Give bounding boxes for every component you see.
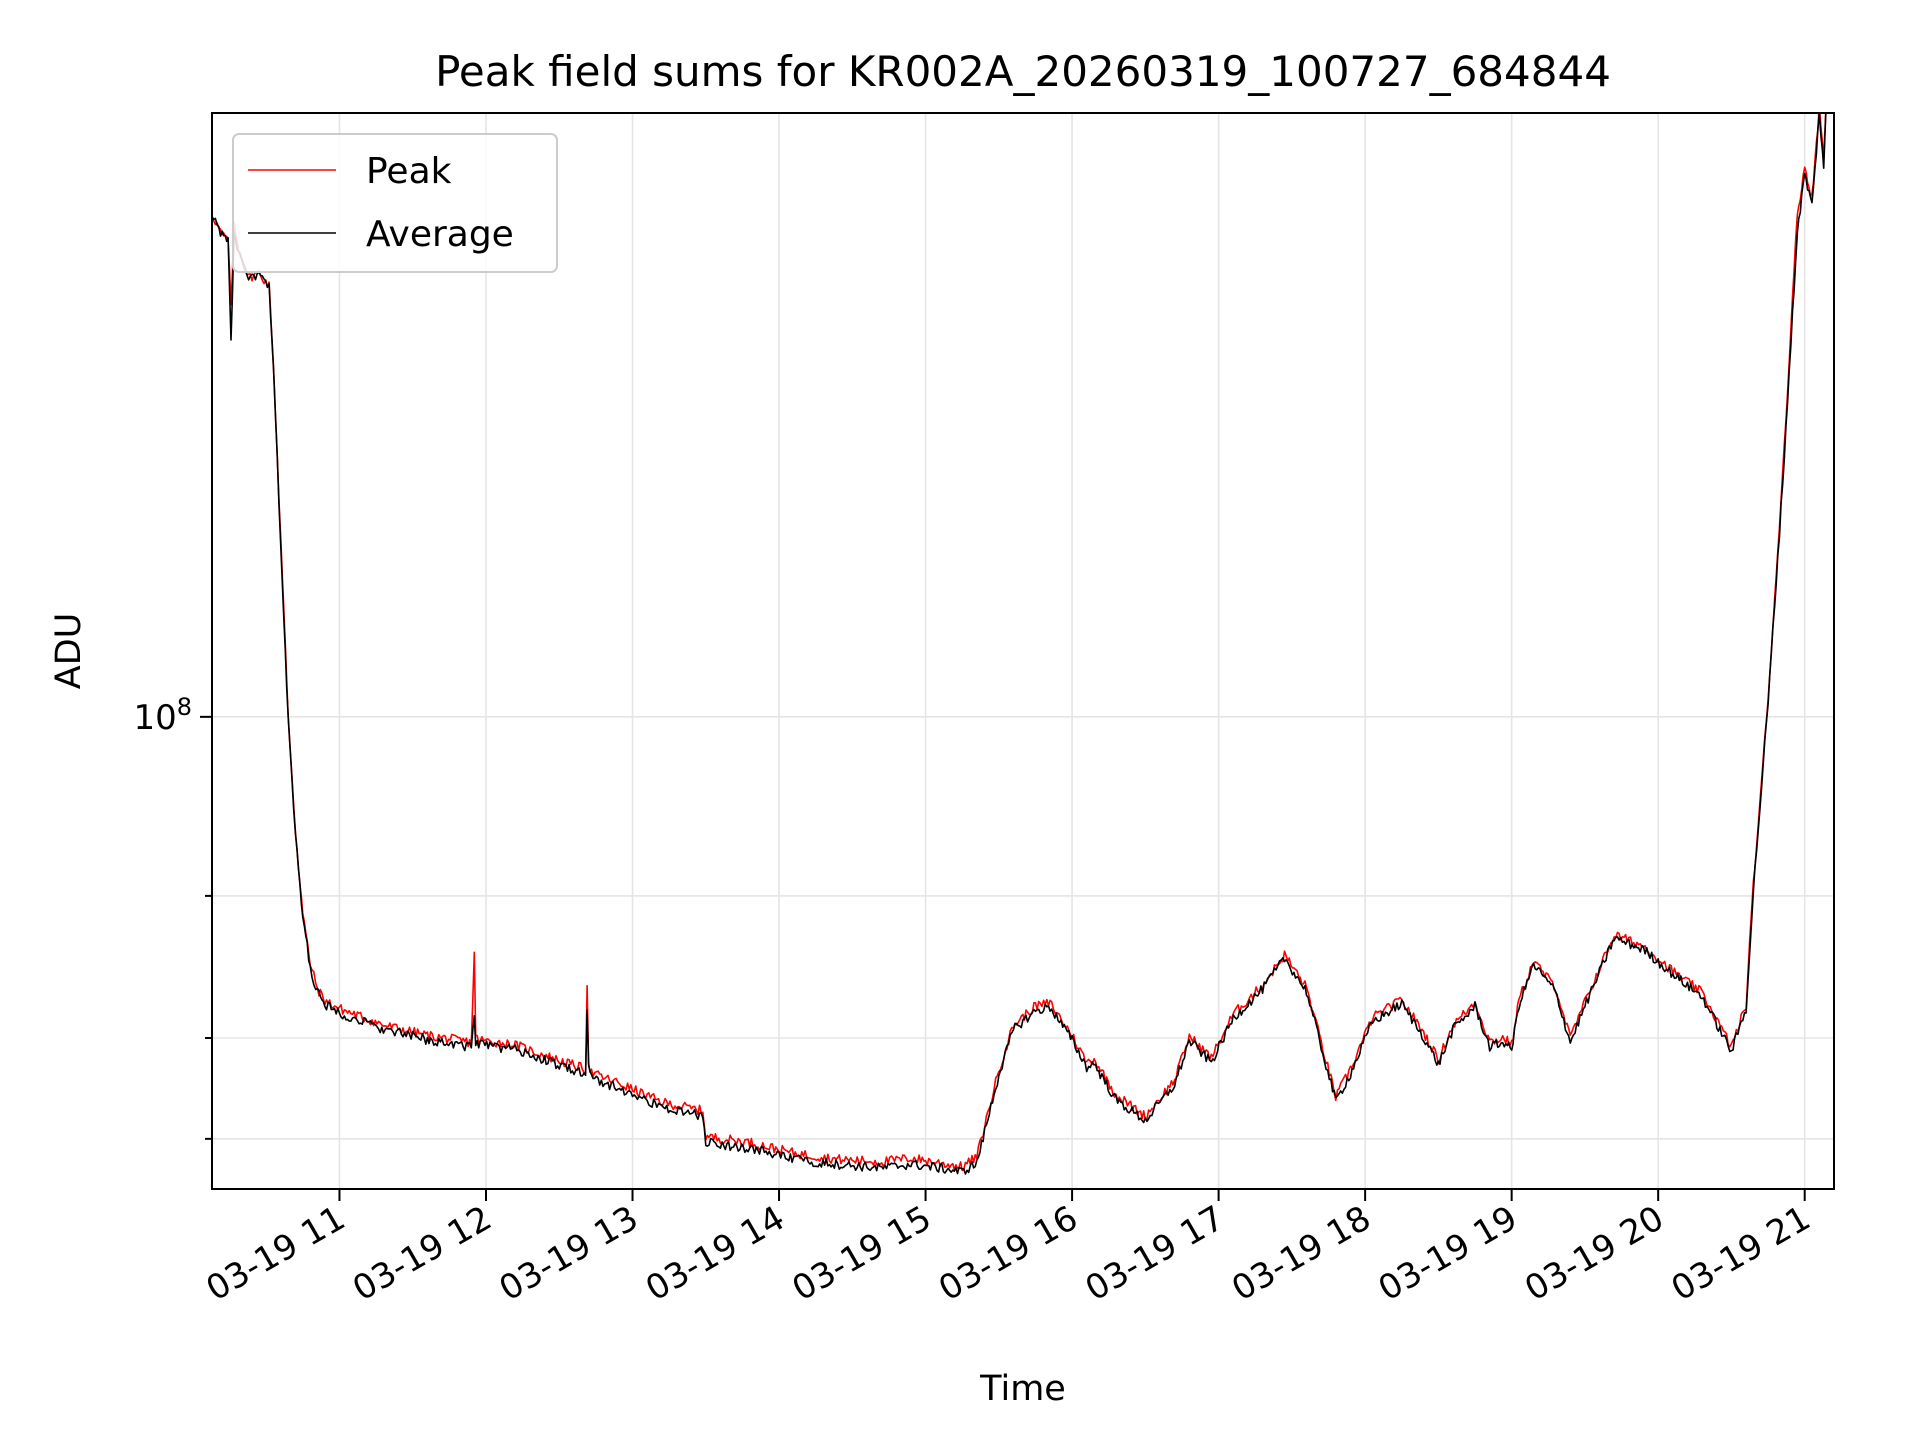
legend-box bbox=[232, 133, 558, 273]
y-tick-label: 108 bbox=[133, 693, 192, 738]
y-axis-ticks: 108 bbox=[133, 693, 212, 1140]
x-axis-label: Time bbox=[979, 1369, 1066, 1409]
legend-label-average: Average bbox=[366, 214, 514, 255]
series-line-average bbox=[212, 113, 1827, 1175]
y-axis-label: ADU bbox=[49, 613, 89, 690]
chart-title: Peak field sums for KR002A_20260319_1007… bbox=[435, 47, 1611, 96]
legend: Peak Average bbox=[232, 133, 558, 273]
plot-area-frame bbox=[211, 112, 1835, 1190]
grid-lines bbox=[212, 113, 1834, 1189]
legend-label-peak: Peak bbox=[366, 151, 452, 192]
plot-series bbox=[212, 113, 1827, 1175]
